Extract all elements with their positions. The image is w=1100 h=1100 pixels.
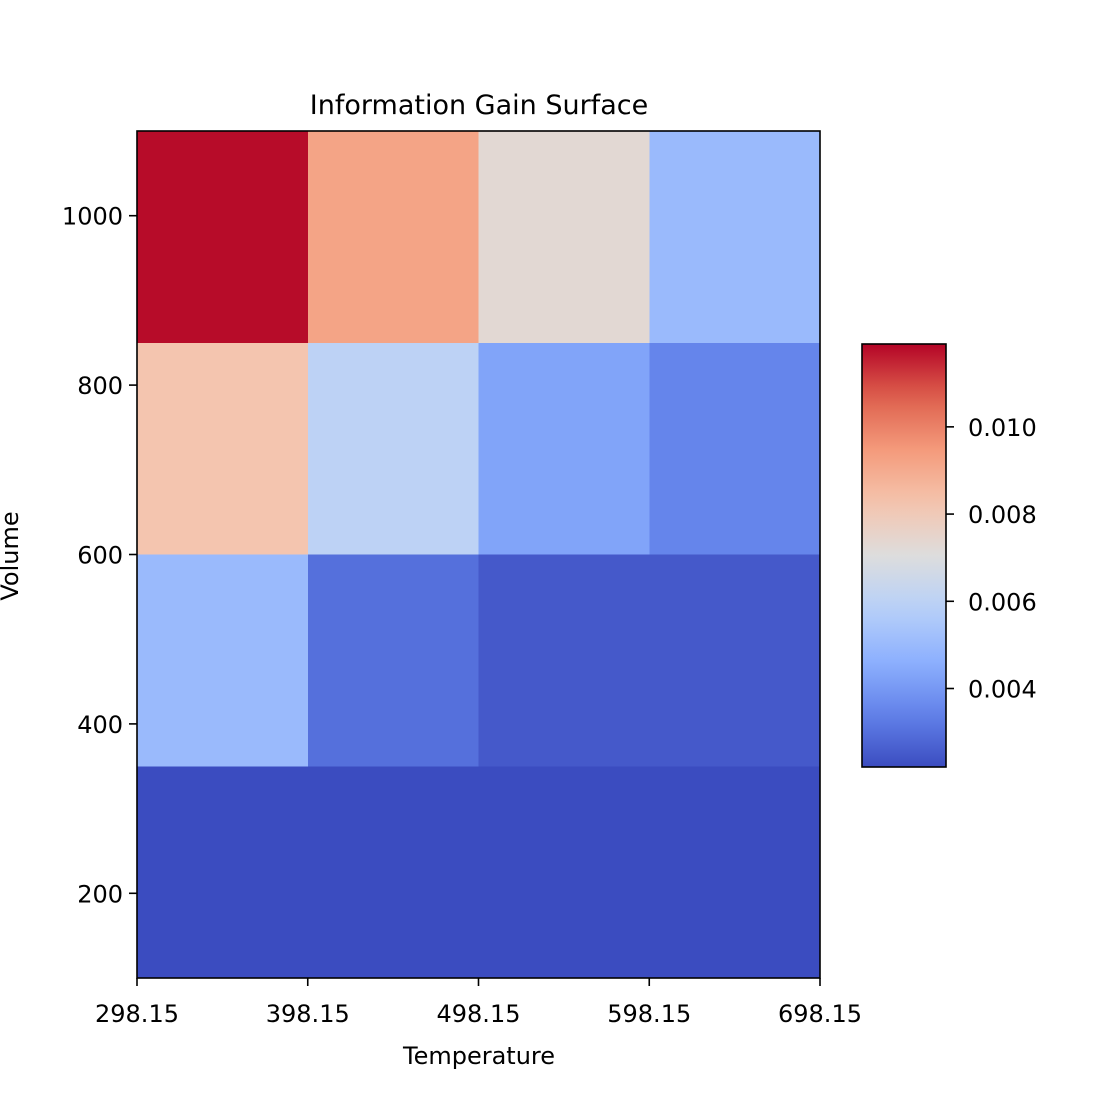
heatmap-cell <box>478 342 650 555</box>
heatmap-cell <box>478 766 650 978</box>
heatmap-cell <box>307 131 479 343</box>
y-axis-label: Volume <box>0 511 24 600</box>
heatmap-cell <box>307 766 479 978</box>
x-tick-label: 498.15 <box>437 1000 521 1028</box>
heatmap-cell <box>649 766 820 978</box>
x-tick-label: 598.15 <box>607 1000 691 1028</box>
heatmap-cell <box>649 131 820 343</box>
chart-title: Information Gain Surface <box>310 90 648 121</box>
y-tick-label: 800 <box>77 372 123 400</box>
x-tick-label: 398.15 <box>266 1000 350 1028</box>
heatmap-cell <box>137 766 308 978</box>
y-tick-label: 1000 <box>62 203 123 231</box>
heatmap-cell <box>478 554 650 767</box>
heatmap-cell <box>307 342 479 555</box>
y-tick-label: 400 <box>77 711 123 739</box>
colorbar-tick-label: 0.006 <box>968 588 1037 616</box>
x-tick-label: 698.15 <box>778 1000 862 1028</box>
x-tick-label: 298.15 <box>95 1000 179 1028</box>
x-axis-ticks: 298.15 398.15 498.15 598.15 698.15 <box>95 978 862 1028</box>
x-axis-label: Temperature <box>402 1042 555 1070</box>
y-tick-label: 200 <box>77 880 123 908</box>
heatmap-cell <box>137 554 308 767</box>
colorbar-tick-label: 0.010 <box>968 414 1037 442</box>
heatmap-cells <box>137 131 820 978</box>
heatmap-cell <box>137 131 308 343</box>
heatmap-cell <box>307 554 479 767</box>
colorbar-ticks: 0.004 0.006 0.008 0.010 <box>946 414 1037 704</box>
heatmap-cell <box>649 554 820 767</box>
colorbar-tick-label: 0.008 <box>968 501 1037 529</box>
y-tick-label: 600 <box>77 542 123 570</box>
heatmap-cell <box>649 342 820 555</box>
heatmap-cell <box>137 342 308 555</box>
colorbar-tick-label: 0.004 <box>968 676 1037 704</box>
heatmap-cell <box>478 131 650 343</box>
colorbar <box>861 343 947 768</box>
y-axis-ticks: 200 400 600 800 1000 <box>62 203 137 908</box>
